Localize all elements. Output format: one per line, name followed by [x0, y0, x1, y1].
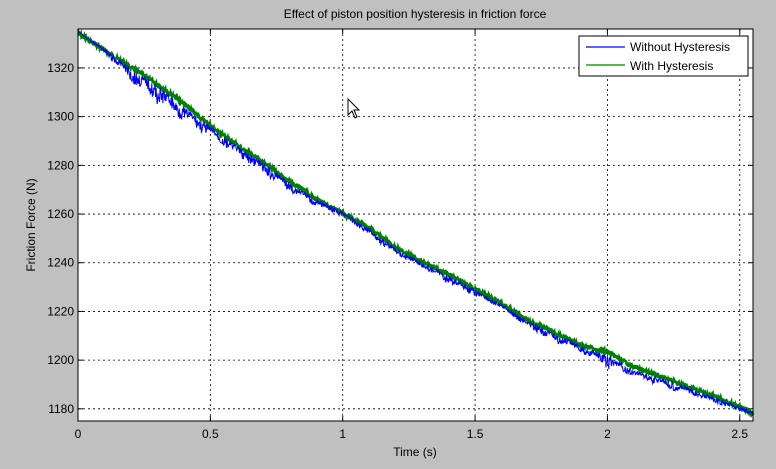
y-tick-label: 1280: [47, 158, 74, 172]
y-tick-label: 1220: [47, 304, 74, 318]
axis-ticks: 0 0.5 1 1.5 2 2.5 1180 1200 1220 1240 1260 1280 1300…: [47, 29, 753, 441]
x-axis-label: Time (s): [393, 445, 437, 459]
x-tick-label: 1: [339, 427, 346, 441]
y-tick-label: 1300: [47, 110, 74, 124]
plot-frame: [77, 28, 754, 422]
legend-label-without-hysteresis: Without Hysteresis: [630, 40, 730, 54]
chart-title: Effect of piston position hysteresis in …: [284, 7, 547, 21]
legend-label-with-hysteresis: With Hysteresis: [630, 59, 713, 73]
legend: Without Hysteresis With Hysteresis: [578, 35, 749, 77]
x-tick-label: 2.5: [731, 427, 748, 441]
series-layer: [77, 28, 755, 419]
x-tick-label: 0: [75, 427, 82, 441]
plot-area: [77, 28, 754, 422]
mouse-cursor-icon: [347, 97, 361, 119]
x-tick-label: 1.5: [467, 427, 484, 441]
y-tick-label: 1260: [47, 207, 74, 221]
y-tick-label: 1240: [47, 256, 74, 270]
y-tick-label: 1180: [48, 402, 74, 416]
y-tick-label: 1320: [47, 61, 74, 75]
legend-box: [578, 35, 749, 77]
series-line-with-hysteresis: [77, 28, 755, 419]
y-tick-label: 1200: [47, 353, 74, 367]
series-line-without-hysteresis: [77, 31, 754, 415]
y-axis-label: Friction Force (N): [24, 178, 38, 271]
x-tick-label: 0.5: [202, 427, 219, 441]
x-tick-label: 2: [604, 427, 611, 441]
